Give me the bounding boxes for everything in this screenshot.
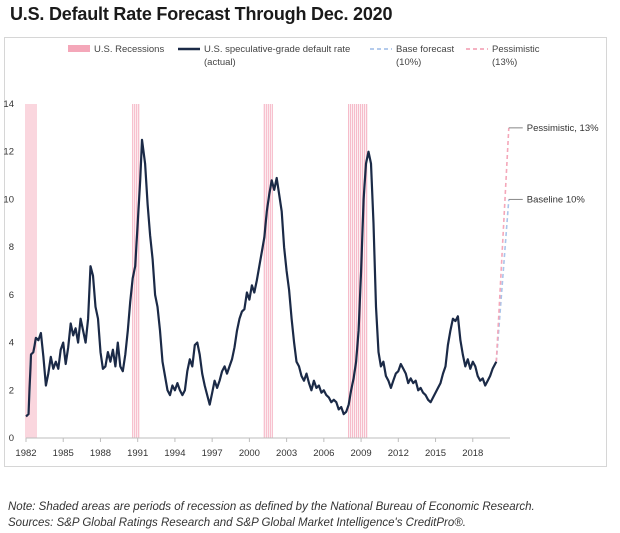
legend-label-recessions: U.S. Recessions bbox=[94, 44, 164, 55]
x-tick-label: 2015 bbox=[425, 448, 446, 459]
x-tick-label: 1991 bbox=[127, 448, 148, 459]
x-tick-label: 2018 bbox=[462, 448, 483, 459]
baseline-annotation-label: Baseline 10% bbox=[527, 194, 586, 205]
x-tick-label: 1988 bbox=[90, 448, 111, 459]
actual-series-line bbox=[25, 138, 498, 418]
x-tick-label: 2003 bbox=[276, 448, 297, 459]
x-tick-label: 1997 bbox=[202, 448, 223, 459]
legend-label-base: Base forecast bbox=[396, 44, 454, 55]
y-tick-label: 14 bbox=[3, 99, 14, 110]
chart-title: U.S. Default Rate Forecast Through Dec. … bbox=[10, 4, 393, 24]
x-tick-label: 1994 bbox=[164, 448, 185, 459]
x-tick-label: 1985 bbox=[53, 448, 74, 459]
legend-swatch-recessions bbox=[68, 45, 90, 52]
legend-label-pessimistic: Pessimistic bbox=[492, 44, 540, 55]
x-tick-label: 2009 bbox=[351, 448, 372, 459]
x-tick-label: 2000 bbox=[239, 448, 260, 459]
legend-sublabel-pessimistic: (13%) bbox=[492, 57, 517, 68]
footnote-line-2: Sources: S&P Global Ratings Research and… bbox=[8, 517, 466, 529]
annotations: Pessimistic, 13% Baseline 10% bbox=[508, 123, 599, 205]
pessimistic-series-line bbox=[495, 127, 510, 362]
y-tick-label: 6 bbox=[9, 290, 14, 301]
y-tick-label: 12 bbox=[3, 147, 14, 158]
x-tick-label: 2006 bbox=[313, 448, 334, 459]
y-tick-label: 2 bbox=[9, 385, 14, 396]
legend-label-actual: U.S. speculative-grade default rate bbox=[204, 44, 350, 55]
recession-band-1 bbox=[132, 104, 140, 438]
chart-frame bbox=[4, 37, 607, 467]
pessimistic-annotation-label: Pessimistic, 13% bbox=[527, 123, 599, 134]
recession-band-2 bbox=[263, 104, 273, 438]
x-tick-label: 2012 bbox=[388, 448, 409, 459]
y-tick-label: 4 bbox=[9, 338, 14, 349]
base-series-line bbox=[495, 199, 510, 362]
axes: 0 2 4 6 8 10 12 14 1982 1985 1988 1991 1994 1997 2000 2… bbox=[3, 99, 510, 459]
legend-sublabel-base: (10%) bbox=[396, 57, 421, 68]
legend-sublabel-actual: (actual) bbox=[204, 57, 236, 68]
footnote: Note: Shaded areas are periods of recess… bbox=[8, 499, 535, 531]
y-tick-label: 10 bbox=[3, 194, 14, 205]
x-tick-label: 1982 bbox=[15, 448, 36, 459]
footnote-line-1: Note: Shaded areas are periods of recess… bbox=[8, 501, 535, 513]
legend: U.S. Recessions U.S. speculative-grade de… bbox=[68, 44, 540, 68]
y-tick-label: 8 bbox=[9, 242, 14, 253]
y-tick-label: 0 bbox=[9, 433, 14, 444]
series-lines bbox=[25, 127, 510, 418]
recession-band-0 bbox=[25, 104, 37, 438]
